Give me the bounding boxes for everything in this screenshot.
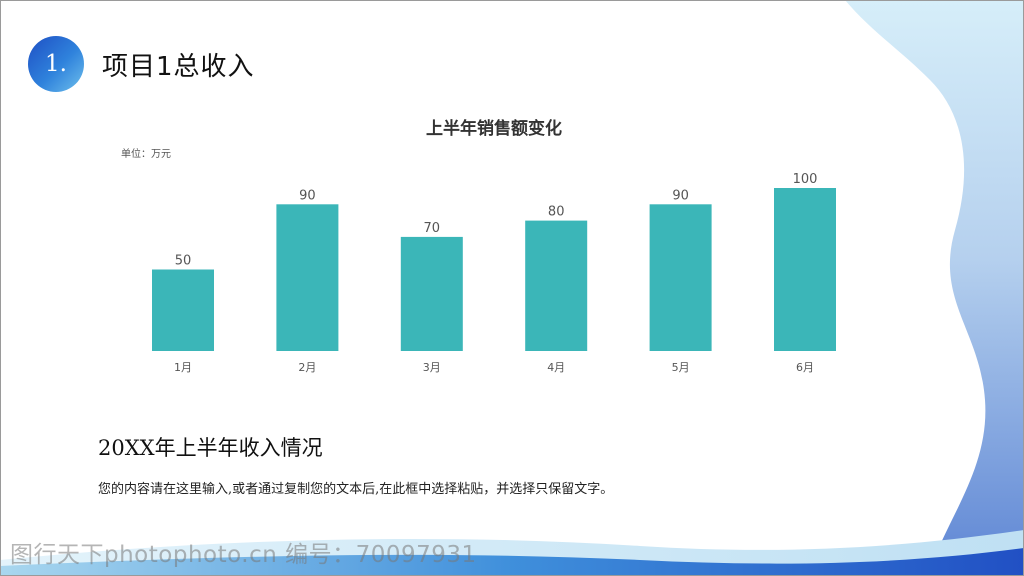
right-wave-shape xyxy=(845,0,1024,576)
data-label-5: 90 xyxy=(672,188,689,203)
x-tick-label-4: 4月 xyxy=(547,361,565,374)
chart-unit-label: 单位：万元 xyxy=(121,147,171,160)
x-tick-label-1: 1月 xyxy=(174,361,192,374)
chart-title: 上半年销售额变化 xyxy=(426,118,562,139)
watermark-text: 图行天下photophoto.cn 编号：70097931 xyxy=(10,542,477,568)
bar-6 xyxy=(774,188,836,351)
bar-2 xyxy=(276,204,339,351)
data-label-4: 80 xyxy=(548,205,565,220)
content-body: 您的内容请在这里输入,或者通过复制您的文本后,在此框中选择粘贴，并选择只保留文字… xyxy=(98,482,614,497)
content-heading: 20XX年上半年收入情况 xyxy=(98,436,323,460)
x-tick-label-6: 6月 xyxy=(796,361,814,374)
bottom-blue-wave xyxy=(0,548,1024,576)
chart-bars: 50 1月 90 2月 70 3月 80 4月 90 5月 100 6月 xyxy=(152,172,836,374)
data-label-3: 70 xyxy=(424,221,441,236)
data-label-1: 50 xyxy=(175,254,192,269)
x-tick-label-5: 5月 xyxy=(672,361,690,374)
bar-5 xyxy=(649,204,712,351)
section-title: 项目1总收入 xyxy=(102,52,255,82)
x-tick-label-3: 3月 xyxy=(423,361,441,374)
section-number-badge: 1. xyxy=(28,36,84,92)
data-label-6: 100 xyxy=(793,172,818,187)
x-tick-label-2: 2月 xyxy=(298,361,316,374)
data-label-2: 90 xyxy=(299,188,316,203)
bar-4 xyxy=(525,220,588,351)
bar-1 xyxy=(152,269,214,351)
bar-3 xyxy=(400,236,463,351)
